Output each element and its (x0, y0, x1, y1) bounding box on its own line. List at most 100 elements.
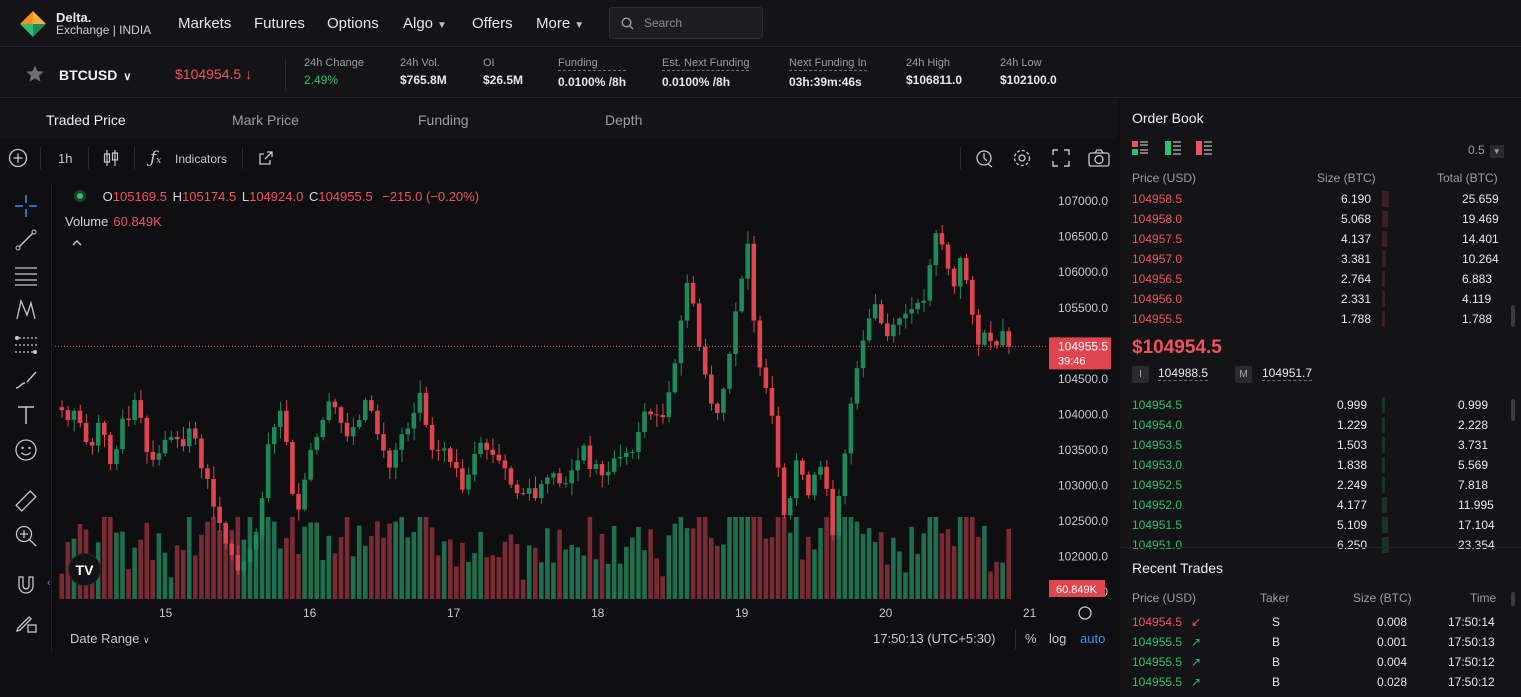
nav-markets[interactable]: Markets (178, 15, 232, 32)
horizontal-lines-icon[interactable] (13, 262, 39, 288)
book-bids-icon[interactable] (1165, 141, 1181, 156)
magnet-icon[interactable] (13, 573, 39, 599)
emoji-icon[interactable] (13, 437, 39, 463)
nav-options[interactable]: Options (327, 15, 379, 32)
volume-bar (939, 533, 945, 599)
tab-traded-price[interactable]: Traded Price (46, 112, 126, 128)
stat-label: 24h High (906, 57, 951, 69)
y-axis-tick-label: 107000.0 (1058, 194, 1108, 208)
legend-close: 104955.5 (318, 189, 373, 204)
add-circle-icon[interactable] (8, 148, 28, 168)
candle-body (933, 233, 939, 266)
tradingview-logo-icon[interactable]: TV (68, 553, 101, 586)
bid-row[interactable]: 104951.0 6.250 23.354 (1120, 535, 1504, 555)
grouping-selector[interactable]: 0.5 ▼ (1468, 143, 1504, 158)
fib-icon[interactable] (13, 332, 39, 358)
candlestick-type-icon[interactable] (102, 148, 120, 168)
bids-scrollbar[interactable] (1511, 399, 1515, 421)
ruler-icon[interactable] (13, 488, 39, 514)
stat-est-next-funding[interactable]: Est. Next Funding 0.0100% /8h (662, 57, 750, 89)
date-range-button[interactable]: Date Range ∨ (70, 631, 150, 646)
trades-scrollbar[interactable] (1511, 592, 1515, 606)
bid-row[interactable]: 104951.5 5.109 17.104 (1120, 515, 1504, 535)
tab-mark-price[interactable]: Mark Price (232, 112, 299, 128)
candle-body (727, 353, 732, 389)
crosshair-icon[interactable] (13, 193, 39, 219)
asks-scrollbar[interactable] (1511, 305, 1515, 327)
ohlc-legend: O105169.5 H105174.5 L104924.0 C104955.5 … (73, 189, 479, 204)
auto-scale-toggle[interactable]: auto (1080, 631, 1106, 646)
candle-body (605, 471, 611, 476)
nav-futures[interactable]: Futures (254, 15, 305, 32)
tab-funding[interactable]: Funding (418, 112, 469, 128)
ask-row[interactable]: 104957.5 4.137 14.401 (1120, 229, 1504, 249)
candle-body (229, 543, 235, 555)
percent-scale-toggle[interactable]: % (1025, 631, 1037, 646)
volume-bar (842, 517, 848, 599)
bid-row[interactable]: 104952.5 2.249 7.818 (1120, 475, 1504, 495)
fullscreen-icon[interactable] (1052, 149, 1070, 167)
gear-icon[interactable] (1012, 148, 1032, 168)
candle-body (939, 233, 945, 245)
ask-row[interactable]: 104957.0 3.381 10.264 (1120, 249, 1504, 269)
replay-icon[interactable] (974, 148, 994, 168)
ask-row[interactable]: 104958.5 6.190 25.659 (1120, 189, 1504, 209)
mark-price[interactable]: 104951.7 (1262, 366, 1313, 381)
bid-row[interactable]: 104954.5 0.999 0.999 (1120, 395, 1504, 415)
candle-body (199, 438, 204, 469)
symbol-selector[interactable]: BTCUSD ∨ (59, 67, 131, 83)
external-link-icon[interactable] (258, 150, 274, 166)
ask-price: 104957.0 (1132, 252, 1183, 266)
book-both-icon[interactable] (1132, 141, 1148, 156)
chart-clock[interactable]: 17:50:13 (UTC+5:30) (873, 631, 996, 646)
price-chart[interactable]: 107000.0106500.0106000.0105500.0105000.0… (0, 139, 1118, 629)
search-box[interactable] (609, 7, 763, 39)
interval-selector[interactable]: 1h (58, 151, 73, 166)
ask-row[interactable]: 104956.5 2.764 6.883 (1120, 269, 1504, 289)
bid-size: 1.838 (1337, 458, 1368, 472)
index-price[interactable]: 104988.5 (1158, 366, 1209, 381)
y-axis-tick-label: 104500.0 (1058, 372, 1108, 386)
volume-bar (781, 517, 787, 599)
brand-logo[interactable]: Delta. Exchange | INDIA (18, 9, 151, 39)
search-input[interactable] (644, 14, 754, 32)
bid-row[interactable]: 104953.5 1.503 3.731 (1120, 435, 1504, 455)
trade-taker: B (1272, 635, 1281, 649)
pattern-icon[interactable] (13, 297, 39, 323)
bid-total: 5.569 (1458, 458, 1489, 472)
text-icon[interactable] (13, 402, 39, 428)
lock-drawings-icon[interactable] (13, 609, 39, 635)
nav-more[interactable]: More ▼ (536, 15, 584, 32)
trendline-icon[interactable] (13, 227, 39, 253)
bid-row[interactable]: 104954.0 1.229 2.228 (1120, 415, 1504, 435)
collapse-chevron-up-icon[interactable] (71, 237, 83, 247)
candle-body (259, 498, 265, 536)
bid-row[interactable]: 104953.0 1.838 5.569 (1120, 455, 1504, 475)
book-asks-icon[interactable] (1196, 141, 1212, 156)
fx-icon[interactable]: ƒx (150, 148, 162, 168)
visibility-eye-icon[interactable] (73, 189, 89, 203)
ask-price: 104955.5 (1132, 312, 1183, 326)
nav-offers[interactable]: Offers (472, 15, 513, 32)
bid-row[interactable]: 104952.0 4.177 11.995 (1120, 495, 1504, 515)
volume-bar (702, 517, 708, 599)
stat-next-funding-in[interactable]: Next Funding In 03h:39m:46s (789, 57, 867, 89)
volume-bar (454, 566, 459, 599)
ask-row[interactable]: 104955.5 1.788 1.788 (1120, 309, 1504, 329)
tab-depth[interactable]: Depth (605, 112, 643, 128)
volume-bar (733, 517, 738, 599)
zoom-in-icon[interactable] (13, 523, 39, 549)
camera-icon[interactable] (1088, 149, 1110, 167)
nav-algo[interactable]: Algo ▼ (403, 15, 447, 32)
log-scale-toggle[interactable]: log (1049, 631, 1067, 646)
indicators-button[interactable]: Indicators (175, 152, 228, 166)
ask-row[interactable]: 104956.0 2.331 4.119 (1120, 289, 1504, 309)
volume-bar (563, 549, 568, 599)
stat-funding[interactable]: Funding 0.0100% /8h (558, 57, 627, 89)
volume-bar (199, 534, 204, 599)
ask-row[interactable]: 104958.0 5.068 19.469 (1120, 209, 1504, 229)
candle-body (211, 478, 216, 507)
ask-total: 19.469 (1462, 212, 1499, 226)
brush-icon[interactable] (13, 367, 39, 393)
star-icon[interactable] (25, 64, 45, 84)
